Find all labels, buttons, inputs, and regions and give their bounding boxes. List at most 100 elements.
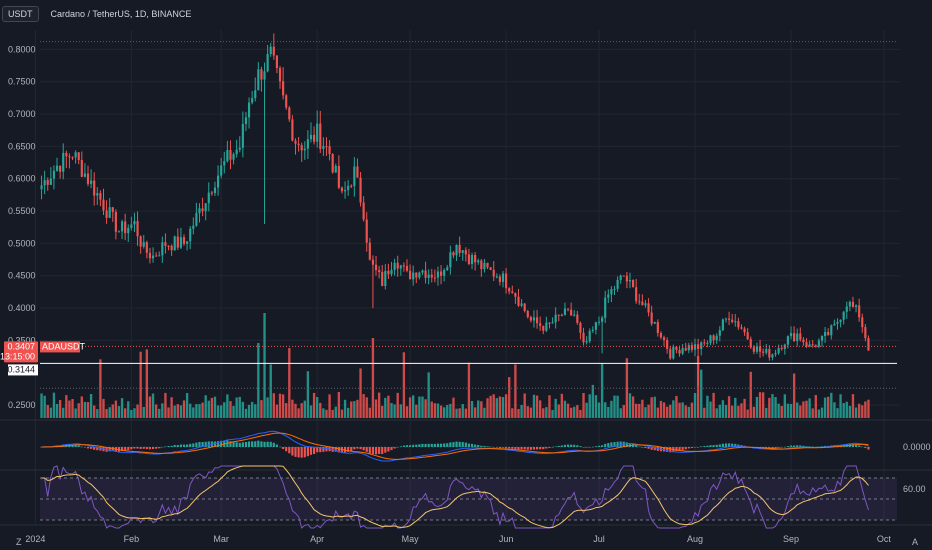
candle-body [715, 335, 718, 341]
candle-body [706, 342, 709, 344]
macd-histogram-bar [511, 447, 514, 449]
macd-histogram-bar [613, 442, 616, 447]
candle-body [539, 323, 542, 326]
macd-histogram-bar [486, 446, 489, 447]
macd-histogram-bar [551, 447, 554, 448]
volume-bar [740, 403, 743, 418]
macd-histogram-bar [99, 447, 102, 451]
macd-histogram-bar [297, 447, 300, 458]
candle-body [182, 237, 186, 244]
candle-body [477, 260, 480, 263]
volume-bar [340, 409, 344, 418]
macd-histogram-bar [378, 447, 381, 455]
rsi-level-label: 60.00 [903, 484, 926, 494]
volume-bar [325, 409, 328, 418]
volume-bar [368, 407, 372, 418]
macd-histogram-bar [142, 447, 145, 449]
candle-body [164, 242, 167, 246]
candle-body [337, 165, 340, 188]
volume-bar [473, 407, 477, 418]
candle-body [659, 333, 663, 338]
volume-bar [250, 401, 254, 418]
price-tick: 0.4000 [8, 303, 36, 313]
candle-body [501, 273, 505, 282]
volume-bar [749, 371, 752, 418]
time-tick: Aug [687, 534, 703, 544]
volume-bar [201, 402, 204, 418]
volume-bar [638, 403, 641, 418]
currency-button[interactable]: USDT [2, 6, 39, 22]
macd-histogram-bar [399, 446, 402, 447]
volume-bar [210, 397, 214, 418]
candle-body [588, 330, 591, 342]
candle-body [439, 271, 443, 276]
volume-bar [452, 397, 455, 418]
volume-bar [625, 358, 629, 418]
candle-body [102, 199, 105, 211]
price-axis[interactable]: 0.8000 0.7500 0.7000 0.6500 0.6000 0.5500 0.50… [8, 44, 36, 410]
candle-body [777, 348, 780, 354]
macd-histogram-bar [402, 445, 405, 447]
volume-bar [808, 398, 811, 418]
macd-histogram-bar [573, 444, 576, 447]
candle-body [867, 338, 870, 351]
macd-histogram-bar [229, 441, 232, 447]
candle-body [641, 301, 644, 306]
timezone-icon[interactable]: Z [16, 537, 22, 547]
countdown-label: 13:15:00 [0, 351, 35, 361]
macd-histogram-bar [257, 440, 260, 447]
candle-body [594, 322, 597, 330]
volume-bar [495, 398, 498, 418]
macd-histogram-bar [148, 447, 152, 450]
macd-histogram-bar [74, 444, 77, 447]
macd-histogram-bar [275, 444, 279, 447]
macd-histogram-bar [610, 442, 613, 447]
candle-body [393, 262, 396, 270]
volume-bar [501, 397, 505, 418]
volume-bar [319, 402, 322, 418]
candle-body [693, 344, 697, 350]
volume-bar [173, 405, 176, 418]
volume-bar [328, 394, 331, 418]
time-axis[interactable]: 2024 Feb Mar Apr May Jun Jul Aug Sep Oct [25, 534, 891, 544]
volume-bar [105, 409, 108, 418]
macd-histogram-bar [201, 441, 204, 447]
candle-body [690, 345, 694, 350]
volume-bar [43, 395, 46, 418]
volume-bar [467, 362, 471, 418]
candle-body [427, 274, 430, 278]
macd-histogram-bar [247, 441, 251, 447]
macd-histogram-bar [145, 447, 148, 450]
volume-bar [86, 402, 90, 418]
candle-body [347, 185, 350, 191]
macd-histogram-bar [93, 447, 96, 450]
macd-histogram-bar [192, 443, 195, 447]
candle-body [272, 46, 275, 56]
candle-body [309, 134, 313, 140]
macd-histogram-bar [653, 447, 656, 451]
volume-bar [641, 399, 644, 418]
candle-series [40, 33, 870, 386]
volume-bar [498, 396, 502, 418]
macd-histogram-bar [198, 442, 201, 447]
volume-bar [424, 399, 427, 418]
macd-histogram-bar [820, 446, 824, 447]
volume-bar [842, 403, 845, 418]
volume-bar [408, 397, 412, 418]
volume-bar [746, 409, 749, 418]
macd-histogram-bar [786, 446, 790, 447]
macd-histogram-bar [718, 444, 721, 447]
macd-histogram-bar [269, 441, 272, 447]
volume-bar [415, 404, 418, 418]
candle-body [238, 147, 241, 150]
candle-body [628, 280, 632, 282]
auto-scale-icon[interactable]: A [912, 537, 918, 547]
macd-histogram-bar [371, 447, 375, 455]
candle-body [130, 224, 133, 228]
volume-bar [93, 405, 96, 418]
macd-histogram-bar [535, 447, 539, 450]
volume-bar [693, 393, 697, 418]
candle-body [195, 213, 198, 226]
volume-bar [350, 401, 353, 418]
